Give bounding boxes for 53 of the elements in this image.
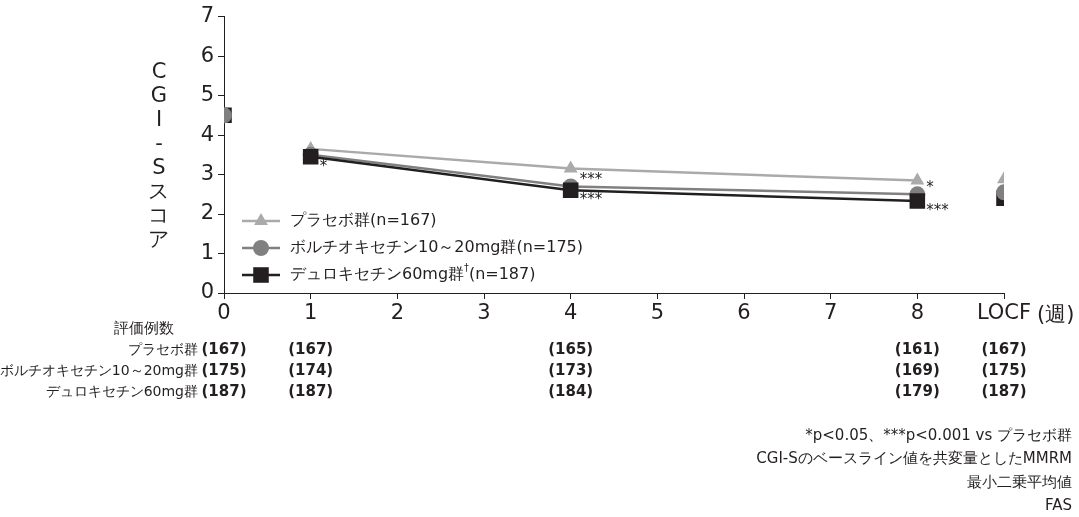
y-tick-label: 3 (200, 161, 214, 185)
text: (184) (548, 381, 594, 400)
annotation: *** (579, 190, 603, 209)
annotation: * (926, 178, 935, 197)
text: デュロキセチン60mg群 (45, 382, 198, 399)
x-tick-label: 4 (563, 300, 578, 325)
text: プラセボ群 (128, 340, 198, 357)
text: (187) (288, 381, 334, 400)
text: (187) (201, 381, 247, 400)
x-tick-label: 2 (390, 300, 405, 325)
x-tick-label: 1 (303, 300, 318, 325)
text: FAS (1044, 496, 1072, 515)
point (563, 160, 578, 173)
y-tick-label: 5 (200, 82, 214, 107)
text: (169) (894, 360, 940, 379)
annotation: * (319, 156, 328, 175)
text: (187) (981, 381, 1027, 400)
y-tick-label: 4 (200, 121, 214, 146)
legend-label: ボルチオキセチン10～20mg群(n=175) (290, 237, 584, 257)
text: (167) (201, 339, 247, 358)
text: CGI-Sのベースライン値を共変量としたMMRM (756, 449, 1072, 468)
text: ボルチオキセチン10～20mg群 (0, 361, 198, 378)
text: (173) (548, 360, 594, 379)
x-tick-label: 3 (477, 300, 491, 325)
annotation: *** (926, 200, 950, 219)
x-axis-title: (週) (1037, 302, 1075, 327)
x-tick-label: 6 (737, 300, 751, 325)
y-tick-label: 6 (200, 42, 214, 67)
x-tick-label: LOCF (976, 300, 1032, 325)
text: (161) (894, 339, 940, 358)
text: 最小二乗平均値 (967, 472, 1072, 491)
text: 評価例数 (114, 318, 174, 337)
point (562, 182, 579, 199)
y-tick-label: 2 (200, 200, 214, 225)
x-tick-label: 7 (823, 300, 838, 325)
y-axis-title: CGI-Sスコア (147, 58, 171, 251)
x-tick-label: 5 (650, 300, 665, 325)
text: *p<0.05、***p<0.001 vs プラセボ群 (805, 425, 1072, 444)
text: (175) (201, 360, 247, 379)
y-tick-label: 0 (200, 279, 214, 304)
text: (167) (981, 339, 1027, 358)
annotation: *** (579, 170, 603, 189)
text: (165) (548, 339, 594, 358)
x-tick-label: 0 (217, 300, 231, 325)
text: (175) (981, 360, 1027, 379)
text: (179) (894, 381, 940, 400)
legend-label: デュロキセチン60mg群†(n=187) (290, 262, 536, 284)
legend-label: プラセボ群(n=167) (290, 210, 437, 230)
x-tick-label: 8 (910, 300, 925, 325)
text: (167) (288, 339, 334, 358)
y-tick-label: 7 (200, 3, 214, 28)
text: (174) (288, 360, 334, 379)
y-tick-label: 1 (200, 239, 214, 264)
